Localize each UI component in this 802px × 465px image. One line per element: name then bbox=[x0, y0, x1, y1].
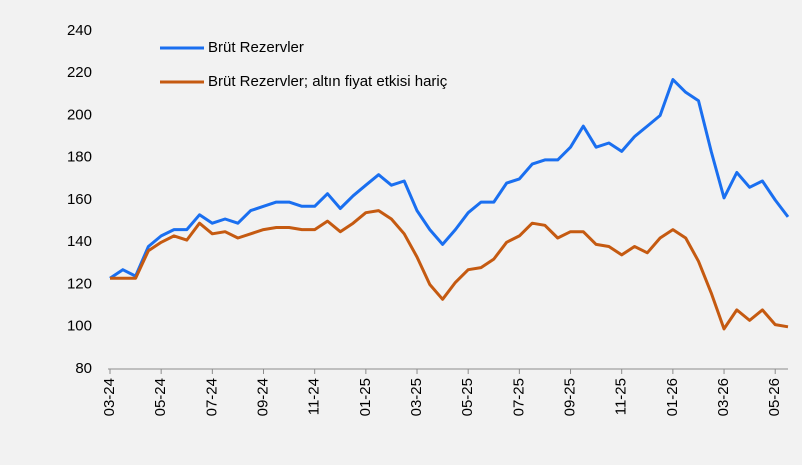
x-tick-label: 09-24 bbox=[254, 378, 271, 416]
y-tick-label: 100 bbox=[67, 318, 92, 335]
x-tick-label: 07-25 bbox=[510, 378, 527, 416]
legend-label: Brüt Rezervler bbox=[208, 39, 304, 56]
x-tick-label: 05-24 bbox=[152, 378, 169, 416]
y-tick-label: 200 bbox=[67, 106, 92, 123]
y-tick-label: 160 bbox=[67, 191, 92, 208]
x-tick-label: 03-25 bbox=[408, 378, 425, 416]
x-tick-label: 11-25 bbox=[613, 378, 630, 415]
y-tick-label: 240 bbox=[67, 22, 92, 39]
series-line bbox=[110, 209, 789, 331]
y-tick-label: 180 bbox=[67, 149, 92, 166]
x-tick-label: 09-25 bbox=[561, 378, 578, 416]
x-tick-label: 03-24 bbox=[101, 378, 118, 416]
x-tick-label: 05-25 bbox=[459, 378, 476, 416]
x-tick-label: 03-26 bbox=[715, 378, 732, 416]
x-tick-label: 01-26 bbox=[664, 378, 681, 416]
legend-label: Brüt Rezervler; altın fiyat etkisi hariç bbox=[208, 73, 448, 90]
x-tick-label: 11-24 bbox=[306, 378, 323, 415]
x-tick-label: 01-25 bbox=[357, 378, 374, 416]
y-tick-label: 140 bbox=[67, 233, 92, 250]
x-tick-label: 07-24 bbox=[203, 378, 220, 416]
y-tick-label: 80 bbox=[75, 360, 92, 377]
y-tick-label: 120 bbox=[67, 275, 92, 292]
x-tick-label: 05-26 bbox=[766, 378, 783, 416]
y-tick-label: 220 bbox=[67, 64, 92, 81]
series-line bbox=[109, 78, 790, 280]
